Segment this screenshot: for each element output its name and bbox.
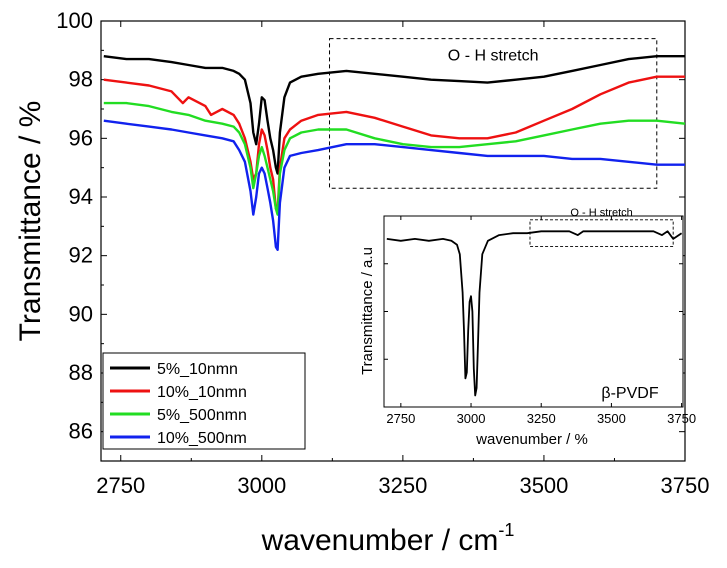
legend-label: 10%_500nm	[157, 430, 247, 447]
main-x-tick-label: 3500	[519, 473, 568, 498]
inset-series-line	[386, 230, 683, 397]
inset-series-group	[386, 230, 683, 397]
inset-material-label: β-PVDF	[601, 385, 658, 402]
main-y-tick-label: 98	[69, 67, 93, 92]
legend: 5%_10nmn 10%_10nmn 5%_500nmn 10%_500nm	[102, 352, 306, 450]
inset-x-tick-label: 3500	[597, 411, 626, 426]
main-y-tick-label: 88	[69, 360, 93, 385]
main-x-tick-label: 2750	[96, 473, 145, 498]
series-line-10%_500nm	[103, 119, 685, 252]
main-series-group	[103, 55, 686, 252]
oh-stretch-label: O - H stretch	[448, 48, 539, 65]
inset-plot-frame	[383, 215, 684, 408]
main-y-tick-label: 100	[56, 8, 93, 33]
legend-label: 5%_500nmn	[157, 407, 247, 424]
inset-oh-stretch-label: O - H stretch	[570, 207, 632, 219]
legend-label: 10%_10nmn	[157, 384, 247, 401]
main-x-tick-label: 3750	[661, 473, 710, 498]
main-y-tick-label: 92	[69, 243, 93, 268]
main-plot-frame	[100, 20, 686, 462]
series-line-5%_500nmn	[103, 101, 686, 216]
legend-label: 5%_10nmn	[157, 361, 238, 378]
main-x-tick-label: 3000	[237, 473, 286, 498]
inset-y-axis-title: Transmittance / a.u	[359, 247, 376, 375]
main-x-axis-title: wavenumber / cm-1	[261, 520, 515, 557]
inset-x-tick-label: 3750	[667, 411, 696, 426]
main-x-tick-label: 3250	[378, 473, 427, 498]
main-y-axis-title: Transmittance / %	[14, 101, 47, 342]
inset-x-ticks: 2750 3000 3250 3500 3750	[386, 216, 696, 426]
main-y-ticks: 86 88 90 92 94 96 98 100	[56, 8, 685, 444]
inset-x-tick-label: 3250	[527, 411, 556, 426]
inset-x-axis-title: wavenumber / %	[475, 431, 588, 448]
series-line-5%_10nmn	[103, 55, 685, 175]
series-line-10%_10nmn	[103, 75, 685, 213]
main-y-tick-label: 94	[69, 184, 93, 209]
main-plot: 86 88 90 92 94 96 98 100 2750 3000 3250 3500 3750 O…	[14, 8, 709, 557]
main-x-ticks: 2750 3000 3250 3500 3750	[96, 21, 709, 498]
inset-x-tick-label: 2750	[386, 411, 415, 426]
inset-y-ticks	[384, 263, 683, 360]
main-y-tick-label: 96	[69, 125, 93, 150]
inset-plot: 2750 3000 3250 3500 3750 O - H stretch β-PVD…	[359, 207, 696, 448]
main-y-tick-label: 86	[69, 419, 93, 444]
main-x-axis-title-superscript: -1	[498, 520, 514, 540]
inset-x-tick-label: 3000	[457, 411, 486, 426]
main-y-tick-label: 90	[69, 301, 93, 326]
main-x-axis-title-text: wavenumber / cm	[261, 524, 499, 557]
